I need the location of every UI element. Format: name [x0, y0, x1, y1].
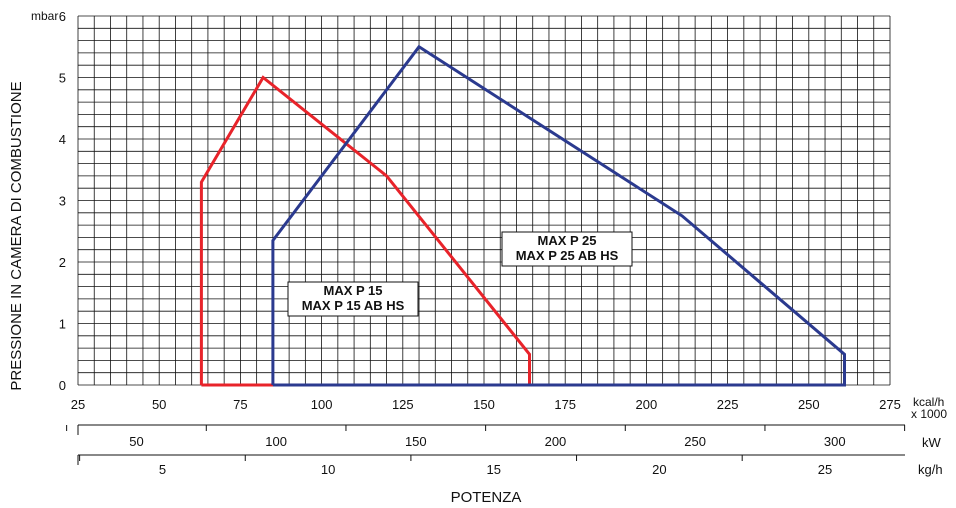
x-tick-label: 50: [152, 397, 166, 412]
x-tick-label: 125: [392, 397, 414, 412]
y-axis-ticks: 0 1 2 3 4 5 6: [59, 9, 66, 393]
grid: [77, 15, 891, 386]
y-tick-label: 4: [59, 132, 66, 147]
kw-tick-label: 50: [129, 434, 143, 449]
y-tick-label: 3: [59, 194, 66, 209]
series-label-line: MAX P 25 AB HS: [516, 248, 619, 263]
x-tick-label: 150: [473, 397, 495, 412]
y-axis-title: PRESSIONE IN CAMERA DI COMBUSTIONE: [8, 81, 25, 390]
y-tick-label: 2: [59, 255, 66, 270]
kgh-tick-label: 5: [159, 462, 166, 477]
y-tick-label: 0: [59, 378, 66, 393]
series-label-box-2: [501, 231, 633, 267]
series-label-line: MAX P 15: [323, 283, 382, 298]
kgh-tick-label: 15: [486, 462, 500, 477]
series-layer: [199, 44, 846, 387]
x-tick-label: 225: [717, 397, 739, 412]
x-tick-label: 175: [554, 397, 576, 412]
series-label-box-1: [287, 281, 419, 317]
kw-tick-label: 250: [684, 434, 706, 449]
kgh-unit-label: kg/h: [918, 462, 943, 477]
x-unit-label: kcal/h: [913, 395, 944, 409]
series-label-line: MAX P 25: [537, 233, 596, 248]
y-tick-label: 6: [59, 9, 66, 24]
x-tick-label: 100: [311, 397, 333, 412]
kw-tick-label: 200: [545, 434, 567, 449]
kw-tick-label: 150: [405, 434, 427, 449]
x-tick-label: 275: [879, 397, 901, 412]
y-tick-label: 1: [59, 317, 66, 332]
x-axis-title: POTENZA: [451, 489, 522, 506]
y-tick-label: 5: [59, 71, 66, 86]
kgh-tick-label: 20: [652, 462, 666, 477]
x-tick-label: 25: [71, 397, 85, 412]
x-tick-label: 250: [798, 397, 820, 412]
x-unit-multiplier: x 1000: [911, 407, 947, 421]
series-label-line: MAX P 15 AB HS: [302, 298, 405, 313]
y-unit-label: mbar: [31, 9, 58, 23]
secondary-axes: 50 100 150 200 250 300 5 10 15 20 25: [66, 424, 906, 477]
kw-unit-label: kW: [922, 435, 942, 450]
x-tick-label: 200: [636, 397, 658, 412]
kw-tick-label: 100: [265, 434, 287, 449]
x-tick-label: 75: [233, 397, 247, 412]
kgh-tick-label: 25: [818, 462, 832, 477]
x-axis-ticks: 25 50 75 100 125 150 175 200 225 250 275: [71, 397, 901, 412]
kw-tick-label: 300: [824, 434, 846, 449]
kgh-tick-label: 10: [321, 462, 335, 477]
series-line-1: [199, 75, 531, 387]
series-line-2: [271, 44, 846, 387]
